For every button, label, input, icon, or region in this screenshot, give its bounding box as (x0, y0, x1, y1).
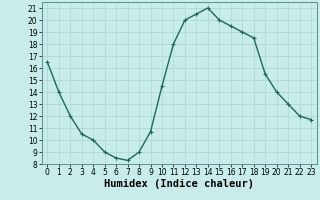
X-axis label: Humidex (Indice chaleur): Humidex (Indice chaleur) (104, 179, 254, 189)
